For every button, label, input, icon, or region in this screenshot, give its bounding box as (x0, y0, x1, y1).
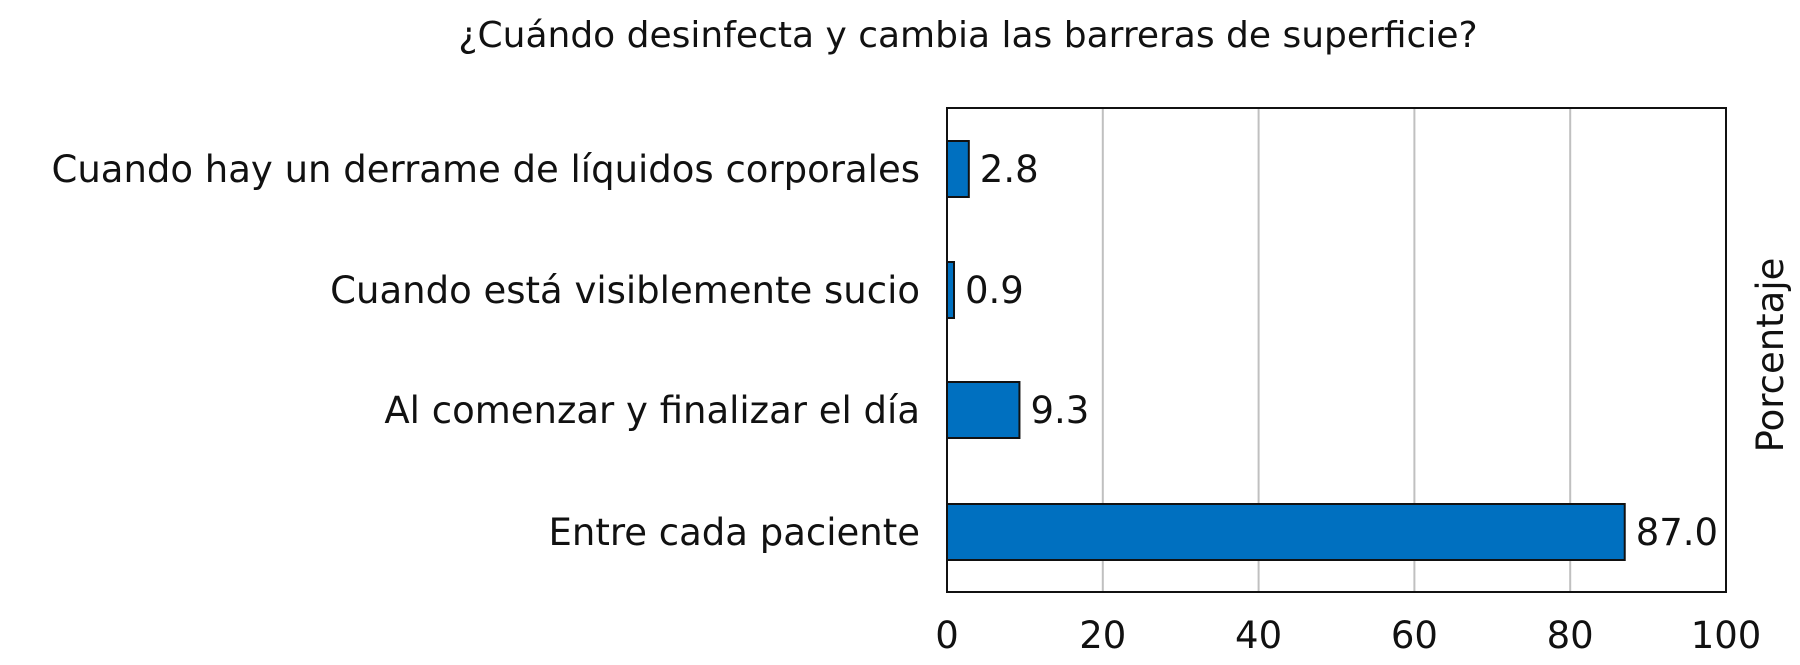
bar (946, 381, 1021, 439)
category-label: Al comenzar y finalizar el día (384, 389, 920, 432)
category-label: Cuando hay un derrame de líquidos corpor… (52, 148, 920, 191)
bars (946, 140, 1626, 561)
chart-title: ¿Cuándo desinfecta y cambia las barreras… (458, 15, 1477, 56)
x-tick-label: 0 (935, 614, 959, 657)
category-labels: Cuando hay un derrame de líquidos corpor… (52, 148, 920, 554)
value-labels: 2.8 0.9 9.3 87.0 (965, 148, 1718, 554)
axis-label-porcentaje: Porcentaje (1749, 258, 1792, 453)
x-tick-label: 40 (1235, 614, 1282, 657)
value-label: 87.0 (1636, 511, 1718, 554)
bar (946, 503, 1626, 561)
bar (946, 140, 970, 198)
category-label: Cuando está visiblemente sucio (330, 269, 920, 312)
category-label: Entre cada paciente (549, 511, 920, 554)
x-tick-labels: 0 20 40 60 80 100 (935, 614, 1761, 657)
value-label: 2.8 (980, 148, 1039, 191)
x-tick-label: 20 (1079, 614, 1126, 657)
value-label: 9.3 (1030, 389, 1089, 432)
x-tick-label: 100 (1691, 614, 1762, 657)
value-label: 0.9 (965, 269, 1024, 312)
plot-frame (946, 107, 1727, 593)
x-tick-label: 80 (1547, 614, 1594, 657)
bar (946, 261, 956, 319)
x-tick-label: 60 (1391, 614, 1438, 657)
